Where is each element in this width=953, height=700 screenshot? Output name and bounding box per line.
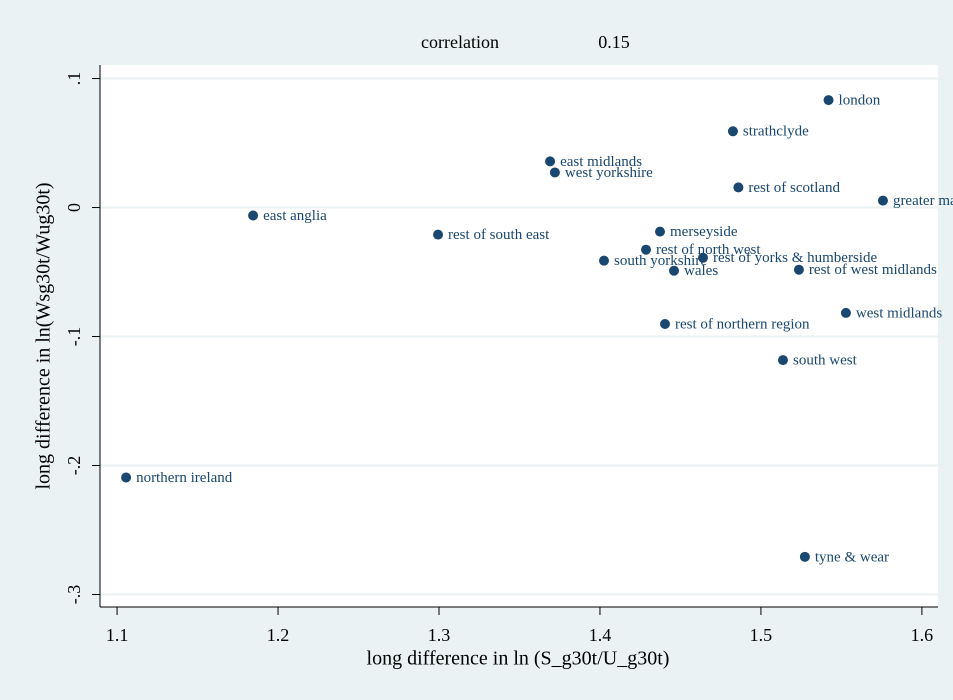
point-label: rest of northern region xyxy=(675,316,810,332)
point-label: rest of west midlands xyxy=(809,262,937,278)
point-label: rest of north west xyxy=(656,242,761,258)
y-tick-label: -.3 xyxy=(64,585,84,605)
x-tick-label: 1.3 xyxy=(428,625,451,645)
x-tick-label: 1.5 xyxy=(750,625,773,645)
point xyxy=(433,229,444,240)
point-label: greater manchester xyxy=(893,193,953,209)
point xyxy=(727,126,738,137)
x-tick-label: 1.6 xyxy=(911,625,934,645)
point-label: london xyxy=(839,93,881,109)
point xyxy=(641,244,652,255)
x-tick-label: 1.4 xyxy=(589,625,612,645)
point-label: east anglia xyxy=(263,208,327,224)
point-label: rest of yorks & humberside xyxy=(713,250,877,266)
point-label: east midlands xyxy=(560,154,642,170)
point xyxy=(669,265,680,276)
y-tick-label: .1 xyxy=(64,72,84,86)
point xyxy=(121,472,132,483)
point-label: south west xyxy=(793,353,858,369)
y-tick-label: -.1 xyxy=(64,327,84,347)
y-tick-label: -.2 xyxy=(64,456,84,476)
y-tick-label: 0 xyxy=(64,203,84,212)
point xyxy=(877,195,888,206)
point-label: strathclyde xyxy=(743,124,809,140)
y-axis-label: long difference in ln(Wsg30t/Wug30t) xyxy=(33,182,55,489)
point xyxy=(799,551,810,562)
point xyxy=(659,319,670,330)
point xyxy=(793,264,804,275)
chart-title-value: 0.15 xyxy=(598,32,630,52)
point xyxy=(840,307,851,318)
point-label: west midlands xyxy=(856,305,942,321)
point xyxy=(549,167,560,178)
point xyxy=(598,255,609,266)
x-tick-label: 1.2 xyxy=(267,625,290,645)
point xyxy=(823,95,834,106)
point-label: west yorkshire xyxy=(565,165,653,181)
point-label: south yorkshire xyxy=(614,253,707,269)
point xyxy=(545,156,556,167)
point xyxy=(733,182,744,193)
x-axis-label: long difference in ln (S_g30t/U_g30t) xyxy=(367,648,670,670)
point-label: tyne & wear xyxy=(815,549,889,565)
point-label: northern ireland xyxy=(136,470,233,486)
chart-title: correlation xyxy=(421,32,499,52)
point xyxy=(697,252,708,263)
point-label: wales xyxy=(684,263,718,279)
point xyxy=(655,226,666,237)
point xyxy=(777,355,788,366)
point xyxy=(248,210,259,221)
point-label: rest of scotland xyxy=(748,180,840,196)
point-label: rest of south east xyxy=(448,227,550,243)
point-label: merseyside xyxy=(670,224,738,240)
x-tick-label: 1.1 xyxy=(106,625,129,645)
